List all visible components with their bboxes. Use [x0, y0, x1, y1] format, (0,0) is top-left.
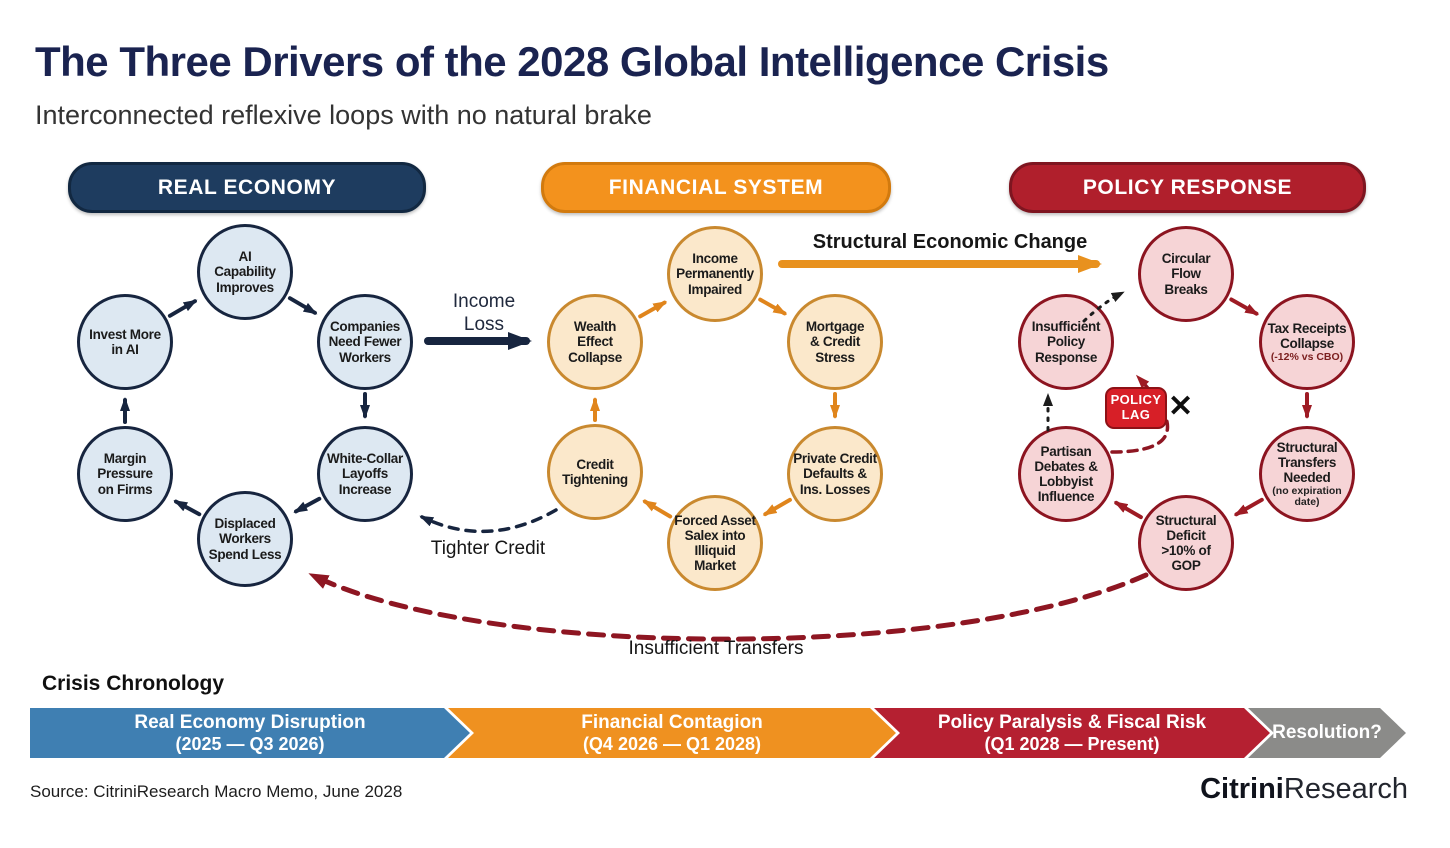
node-companies-fewer-workers: Companies Need Fewer Workers — [317, 294, 413, 390]
node-tax-receipts-collapse: Tax Receipts Collapse (-12% vs CBO) — [1259, 294, 1355, 390]
node-ai-capability: AI Capability Improves — [197, 224, 293, 320]
timeline-segment-financial-contagion: Financial Contagion (Q4 2026 — Q1 2028) — [448, 708, 896, 758]
timeline-segment-dates: (2025 — Q3 2026) — [175, 733, 325, 754]
brand-bold: Citrini — [1200, 773, 1284, 805]
timeline-segment-policy-paralysis: Policy Paralysis & Fiscal Risk (Q1 2028 … — [874, 708, 1270, 758]
policy-lag-badge: POLICY LAG — [1105, 387, 1167, 429]
header-policy-response: POLICY RESPONSE — [1009, 162, 1366, 213]
node-private-credit-defaults: Private Credit Defaults & Ins. Losses — [787, 426, 883, 522]
node-insufficient-policy: Insufficient Policy Response — [1018, 294, 1114, 390]
source-attribution: Source: CitriniResearch Macro Memo, June… — [30, 782, 403, 801]
timeline-segment-title: Resolution? — [1272, 722, 1382, 744]
page-subtitle: Interconnected reflexive loops with no n… — [35, 100, 652, 130]
node-forced-asset-sales: Forced Asset Salex into Illiquid Market — [667, 495, 763, 591]
node-displaced-workers: Displaced Workers Spend Less — [197, 491, 293, 587]
timeline-segment-title: Real Economy Disruption — [134, 711, 366, 733]
timeline-segment-resolution: Resolution? — [1248, 708, 1406, 758]
blocked-x-icon: ✕ — [1168, 390, 1194, 423]
node-circular-flow-breaks: Circular Flow Breaks — [1138, 226, 1234, 322]
node-margin-pressure: Margin Pressure on Firms — [77, 426, 173, 522]
timeline-segment-title: Financial Contagion — [581, 711, 763, 733]
timeline-segment-title: Policy Paralysis & Fiscal Risk — [937, 711, 1207, 733]
tighter-credit-label: Tighter Credit — [430, 538, 546, 559]
header-real-economy: REAL ECONOMY — [68, 162, 426, 213]
crisis-chronology-heading: Crisis Chronology — [42, 672, 225, 695]
insufficient-transfers-label: Insufficient Transfers — [628, 638, 804, 659]
structural-economic-change-label: Structural Economic Change — [812, 231, 1088, 253]
node-invest-more-ai: Invest More in AI — [77, 294, 173, 390]
node-structural-transfers: Structural Transfers Needed (no expiratio… — [1259, 426, 1355, 522]
node-credit-tightening: Credit Tightening — [547, 424, 643, 520]
timeline-segment-dates: (Q4 2026 — Q1 2028) — [582, 733, 762, 754]
policy-lag-line2: LAG — [1121, 407, 1151, 422]
header-financial-system: FINANCIAL SYSTEM — [541, 162, 891, 213]
income-loss-label: Income Loss — [452, 291, 516, 336]
timeline-segment-real-economy: Real Economy Disruption (2025 — Q3 2026) — [30, 708, 470, 758]
node-structural-deficit: Structural Deficit >10% of GOP — [1138, 495, 1234, 591]
page-title: The Three Drivers of the 2028 Global Int… — [35, 38, 1109, 85]
citrini-research-logo: CitriniResearch — [1200, 773, 1408, 806]
node-income-impaired: Income Permanently Impaired — [667, 226, 763, 322]
brand-light: Research — [1283, 773, 1408, 805]
timeline-segment-dates: (Q1 2028 — Present) — [984, 733, 1160, 754]
policy-lag-line1: POLICY — [1110, 392, 1162, 408]
node-mortgage-credit-stress: Mortgage & Credit Stress — [787, 294, 883, 390]
node-wealth-effect-collapse: Wealth Effect Collapse — [547, 294, 643, 390]
node-white-collar-layoffs: White-Collar Layoffs Increase — [317, 426, 413, 522]
node-partisan-debates: Partisan Debates & Lobbyist Influence — [1018, 426, 1114, 522]
